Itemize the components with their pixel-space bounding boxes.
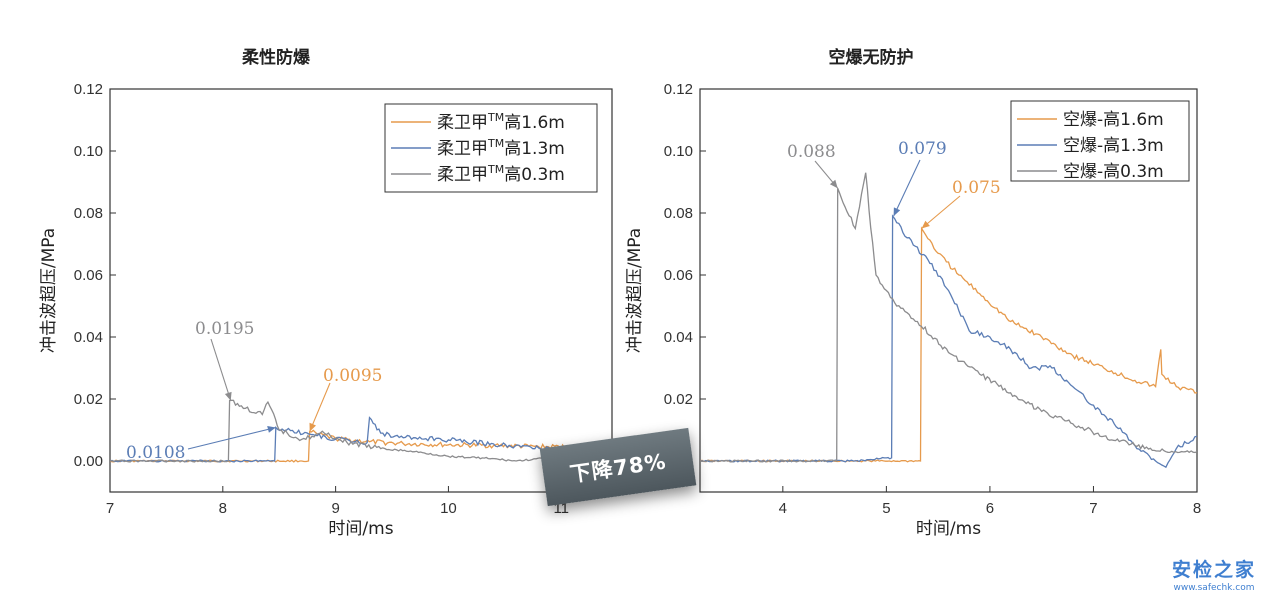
legend-superscript: TM	[487, 111, 504, 124]
x-tick-label: 8	[219, 500, 227, 517]
annotation-arrow	[210, 338, 232, 401]
y-tick-label: 0.04	[74, 329, 103, 346]
annotation-arrow	[187, 426, 276, 450]
annotation-arrow	[309, 382, 331, 432]
legend-text: 高0.3m	[504, 165, 565, 185]
y-tick-label: 0.08	[664, 205, 693, 222]
x-axis-label: 时间/ms	[328, 519, 393, 539]
peak-annotation: 0.0195	[195, 319, 254, 339]
series-line-3	[700, 172, 1197, 463]
x-tick-label: 8	[1193, 500, 1201, 517]
y-tick-label: 0.06	[74, 267, 103, 284]
legend-text: 柔卫甲	[437, 139, 488, 159]
legend-entry: 柔卫甲TM高1.3m	[437, 137, 565, 159]
annotation-arrowhead	[921, 220, 930, 229]
y-tick-label: 0.12	[664, 81, 693, 98]
site-watermark: 安检之家 www.safechk.com	[1160, 555, 1268, 593]
y-tick-label: 0.02	[74, 391, 103, 408]
reduction-text: 下降78%	[568, 449, 668, 487]
legend-text: 柔卫甲	[437, 113, 488, 133]
x-tick-label: 7	[106, 500, 114, 517]
y-tick-label: 0.02	[664, 391, 693, 408]
annotation-arrowhead	[224, 391, 232, 401]
y-tick-label: 0.06	[664, 267, 693, 284]
peak-annotation: 0.079	[898, 139, 947, 159]
legend-text: 柔卫甲	[437, 165, 488, 185]
legend-text: 高1.6m	[504, 113, 565, 133]
annotation-arrow	[921, 195, 961, 229]
chart-panel-2: 空爆无防护0.000.020.040.060.080.100.1245678时间…	[625, 47, 1201, 539]
x-tick-label: 9	[331, 500, 339, 517]
legend-superscript: TM	[487, 163, 504, 176]
x-axis-label: 时间/ms	[916, 519, 981, 539]
y-tick-label: 0.10	[74, 143, 103, 160]
peak-annotation: 0.075	[952, 178, 1001, 198]
y-tick-label: 0.12	[74, 81, 103, 98]
x-tick-label: 10	[440, 500, 457, 517]
legend-box	[1010, 100, 1190, 182]
y-tick-label: 0.00	[74, 453, 103, 470]
series-line-3	[110, 399, 607, 463]
legend-entry: 柔卫甲TM高0.3m	[437, 163, 565, 185]
legend-box	[384, 103, 598, 193]
watermark-url: www.safechk.com	[1173, 583, 1255, 593]
annotation-arrowhead	[309, 422, 316, 432]
x-tick-label: 7	[1089, 500, 1097, 517]
series-line-1	[700, 226, 1197, 463]
annotation-arrow	[893, 159, 921, 217]
legend-entry: 空爆-高1.3m	[1063, 136, 1164, 156]
chart-title: 空爆无防护	[829, 47, 914, 68]
plot-frame	[699, 88, 1198, 493]
plot-frame	[109, 88, 613, 493]
series-line-2	[110, 416, 607, 463]
y-tick-label: 0.08	[74, 205, 103, 222]
legend-entry: 柔卫甲TM高1.6m	[437, 111, 565, 133]
series-line-2	[700, 214, 1197, 469]
legend-entry: 空爆-高1.6m	[1063, 110, 1164, 130]
watermark-logo-text: 安检之家	[1171, 559, 1256, 581]
peak-annotation: 0.088	[787, 142, 836, 162]
peak-annotation: 0.0108	[126, 443, 185, 463]
annotation-arrowhead	[267, 426, 276, 433]
legend-text: 高1.3m	[504, 139, 565, 159]
legend-superscript: TM	[487, 137, 504, 150]
y-axis-label: 冲击波超压/MPa	[39, 228, 59, 353]
legend-entry: 空爆-高0.3m	[1063, 162, 1164, 182]
y-tick-label: 0.10	[664, 143, 693, 160]
x-tick-label: 4	[779, 500, 787, 517]
y-axis-label: 冲击波超压/MPa	[625, 228, 645, 353]
y-tick-label: 0.04	[664, 329, 693, 346]
annotation-arrowhead	[893, 207, 901, 217]
x-tick-label: 5	[882, 500, 890, 517]
chart-title: 柔性防爆	[242, 47, 311, 68]
annotation-arrowhead	[829, 179, 838, 189]
x-tick-label: 6	[986, 500, 994, 517]
peak-annotation: 0.0095	[323, 366, 382, 386]
